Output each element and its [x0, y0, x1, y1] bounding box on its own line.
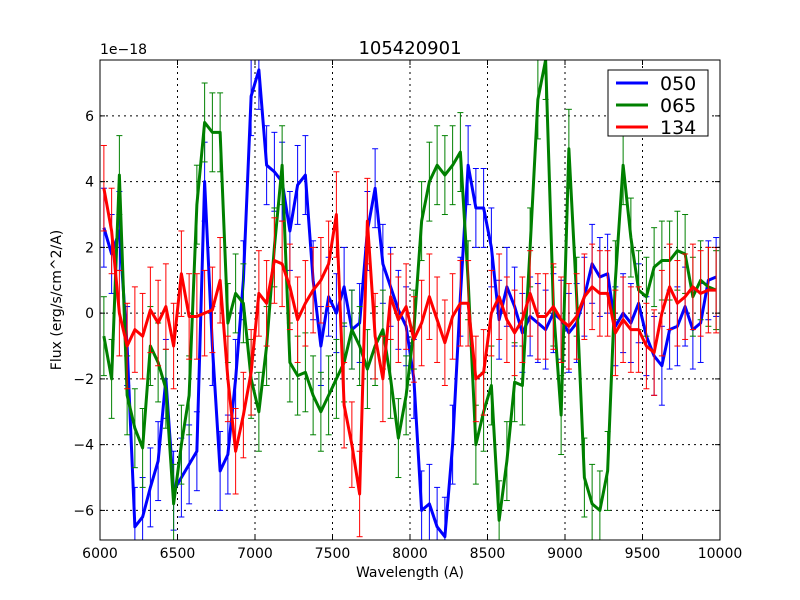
y-axis-label: Flux (erg/s/cm^2/A)	[49, 230, 65, 370]
y-tick-label: 4	[85, 175, 94, 191]
y-tick-label: 2	[85, 240, 94, 256]
series-134	[100, 144, 720, 538]
y-tick-label: 6	[85, 109, 94, 125]
y-tick-label: −6	[73, 503, 94, 519]
y-tick-label: −4	[73, 438, 94, 454]
series-line-134	[102, 187, 717, 496]
y-tick-label: −2	[73, 372, 94, 388]
x-tick-label: 7000	[237, 546, 273, 562]
axis-ticks: 6000 6500 7000 7500 8000 8500 9000 9500 10000 −6 −…	[73, 60, 742, 562]
chart-title: 105420901	[358, 38, 461, 59]
x-tick-label: 8500	[470, 546, 506, 562]
x-tick-label: 6000	[82, 546, 118, 562]
legend-label-134: 134	[660, 117, 696, 139]
x-tick-label: 9500	[625, 546, 661, 562]
x-tick-label: 7500	[315, 546, 351, 562]
series-line-065	[102, 60, 717, 522]
plot-area	[100, 60, 720, 540]
x-tick-label: 6500	[160, 546, 196, 562]
legend-label-050: 050	[660, 73, 696, 95]
x-tick-label: 10000	[698, 546, 743, 562]
y-tick-label: 0	[85, 306, 94, 322]
legend-box	[607, 69, 709, 137]
x-axis-label: Wavelength (A)	[356, 565, 464, 581]
x-tick-label: 8000	[392, 546, 428, 562]
legend-label-065: 065	[660, 95, 696, 117]
y-offset-label: 1e−18	[100, 42, 147, 58]
x-tick-label: 9000	[547, 546, 583, 562]
